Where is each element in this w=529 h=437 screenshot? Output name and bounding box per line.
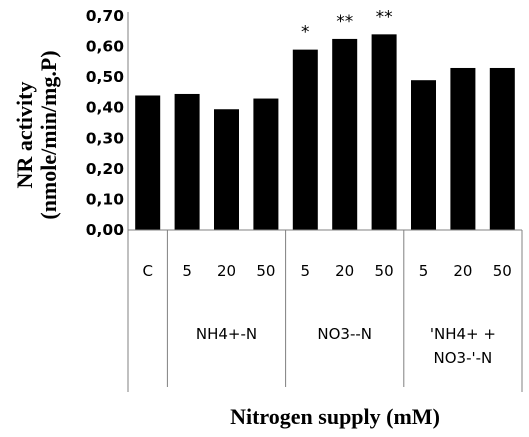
category-label: 5	[301, 262, 311, 280]
bar	[489, 67, 515, 230]
bar	[371, 34, 397, 230]
group-label: NO3--N	[317, 325, 372, 343]
category-label: 50	[375, 262, 394, 280]
bar	[135, 95, 161, 230]
bar	[292, 49, 318, 230]
group-label: NO3-'-N	[434, 349, 493, 367]
y-tick-label: 0,40	[86, 99, 124, 117]
y-tick-label: 0,60	[86, 38, 124, 56]
category-label: 50	[493, 262, 512, 280]
group-label: NH4+-N	[196, 325, 257, 343]
y-axis-title-line2: (nmole/min/mg.P)	[36, 50, 61, 219]
category-labels: C 5 20 50 5 20 50 5 20 50	[142, 262, 511, 280]
y-axis-title-line1: NR activity	[12, 82, 37, 189]
y-axis-ticks: 0,00 0,10 0,20 0,30 0,40 0,50 0,60 0,70	[86, 7, 124, 239]
group-label: 'NH4+ +	[430, 325, 496, 343]
y-tick-label: 0,20	[86, 160, 124, 178]
bar	[253, 98, 279, 231]
category-label: C	[142, 262, 152, 280]
y-tick-label: 0,30	[86, 129, 124, 147]
significance-marker: *	[301, 23, 310, 43]
significance-marker: **	[336, 12, 353, 32]
category-label: 20	[453, 262, 472, 280]
category-label: 5	[182, 262, 192, 280]
bar	[411, 80, 436, 230]
y-tick-label: 0,10	[86, 190, 124, 208]
bar	[450, 67, 476, 230]
y-tick-label: 0,70	[86, 7, 124, 25]
category-label: 20	[335, 262, 354, 280]
significance-annotations: *** **	[301, 7, 393, 42]
group-labels: NH4+-N NO3--N 'NH4+ + NO3-'-N	[196, 325, 496, 367]
significance-marker: **	[376, 7, 393, 27]
bars	[135, 34, 515, 231]
bar	[332, 38, 358, 230]
category-label: 5	[419, 262, 429, 280]
category-label: 20	[217, 262, 236, 280]
y-tick-label: 0,50	[86, 68, 124, 86]
y-axis-title: NR activity (nmole/min/mg.P)	[12, 50, 61, 219]
bar	[174, 93, 200, 230]
bar	[214, 109, 239, 230]
category-label: 50	[256, 262, 275, 280]
x-axis-title: Nitrogen supply (mM)	[230, 404, 440, 429]
axes	[127, 12, 523, 392]
y-tick-label: 0,00	[86, 221, 124, 239]
